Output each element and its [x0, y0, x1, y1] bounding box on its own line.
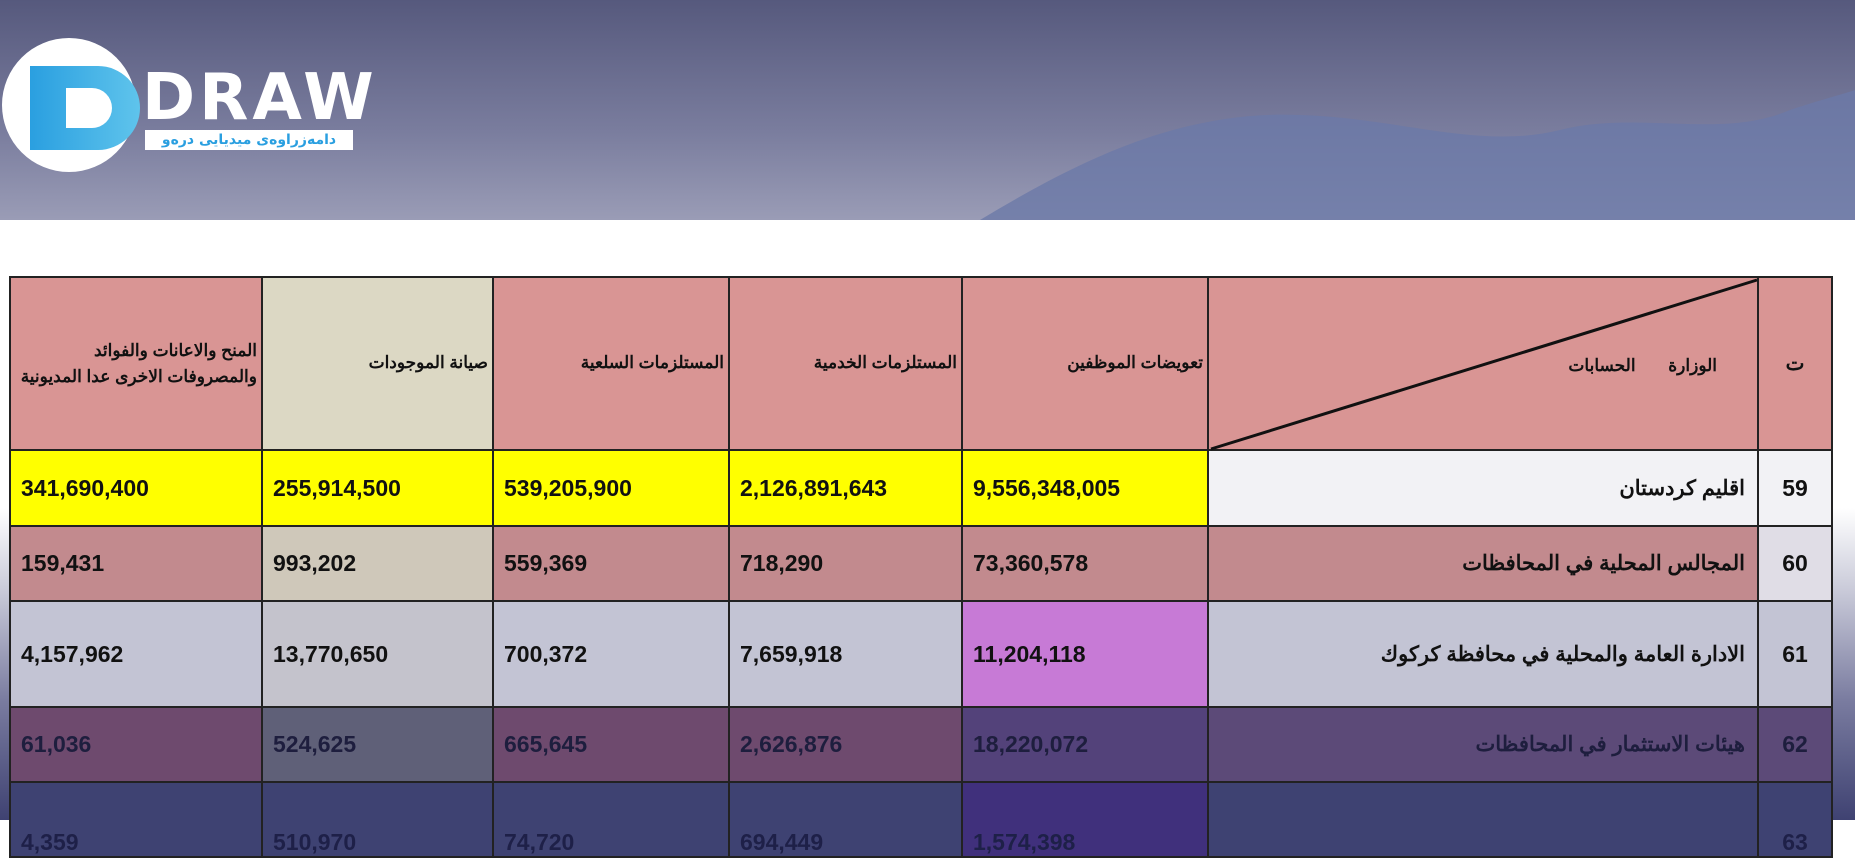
row-name: المجالس المحلية في المحافظات — [1207, 525, 1759, 602]
cell-grants: 61,036 — [9, 706, 263, 783]
header-no: ت — [1757, 276, 1833, 451]
header-row: ت الوزارة الحسابات تعويضات الموظفين المس… — [9, 276, 1833, 451]
header-employee-comp: تعويضات الموظفين — [961, 276, 1209, 451]
cell-maintenance: 13,770,650 — [261, 600, 494, 708]
header-banner: DRAW دامەزراوەی میدیایی درەو — [0, 0, 1855, 220]
cell-maintenance: 255,914,500 — [261, 449, 494, 527]
table-row: 59 اقليم كردستان 9,556,348,005 2,126,891… — [9, 449, 1833, 527]
table-row: 61 الادارة العامة والمحلية في محافظة كرك… — [9, 600, 1833, 708]
header-diagonal: الوزارة الحسابات — [1207, 276, 1759, 451]
logo-text: DRAW — [142, 61, 378, 135]
row-name: الادارة العامة والمحلية في محافظة كركوك — [1207, 600, 1759, 708]
row-no: 60 — [1757, 525, 1833, 602]
budget-table: ت الوزارة الحسابات تعويضات الموظفين المس… — [9, 276, 1833, 858]
cell-maintenance: 524,625 — [261, 706, 494, 783]
cell-goods-supplies: 539,205,900 — [492, 449, 730, 527]
cell-employee-comp: 11,204,118 — [961, 600, 1209, 708]
header-diagonal-label: الوزارة الحسابات — [1568, 356, 1717, 375]
cell-employee-comp: 73,360,578 — [961, 525, 1209, 602]
draw-logo: DRAW دامەزراوەی میدیایی درەو — [2, 38, 374, 178]
table-row: 60 المجالس المحلية في المحافظات 73,360,5… — [9, 525, 1833, 602]
mountain-background — [980, 90, 1855, 220]
cell-grants: 341,690,400 — [9, 449, 263, 527]
header-goods-supplies: المستلزمات السلعية — [492, 276, 730, 451]
header-maintenance: صيانة الموجودات — [261, 276, 494, 451]
cell-service-supplies: 2,126,891,643 — [728, 449, 963, 527]
cell-maintenance: 993,202 — [261, 525, 494, 602]
row-name: اقليم كردستان — [1207, 449, 1759, 527]
diagonal-line — [1210, 278, 1758, 451]
cell-service-supplies: 7,659,918 — [728, 600, 963, 708]
table-row: 62 هيئات الاستثمار في المحافظات 18,220,0… — [9, 706, 1833, 783]
cell-goods-supplies: 665,645 — [492, 706, 730, 783]
row-no: 61 — [1757, 600, 1833, 708]
cell-grants: 159,431 — [9, 525, 263, 602]
row-name: هيئات الاستثمار في المحافظات — [1207, 706, 1759, 783]
header-service-supplies: المستلزمات الخدمية — [728, 276, 963, 451]
header-grants: المنح والاعانات والفوائد والمصروفات الاخ… — [9, 276, 263, 451]
cell-goods-supplies: 559,369 — [492, 525, 730, 602]
row-no: 62 — [1757, 706, 1833, 783]
cell-service-supplies: 2,626,876 — [728, 706, 963, 783]
cell-goods-supplies: 700,372 — [492, 600, 730, 708]
logo-tagline: دامەزراوەی میدیایی درەو — [145, 130, 353, 150]
cell-service-supplies: 718,290 — [728, 525, 963, 602]
cell-grants: 4,157,962 — [9, 600, 263, 708]
cell-employee-comp: 18,220,072 — [961, 706, 1209, 783]
cell-employee-comp: 9,556,348,005 — [961, 449, 1209, 527]
row-no: 59 — [1757, 449, 1833, 527]
